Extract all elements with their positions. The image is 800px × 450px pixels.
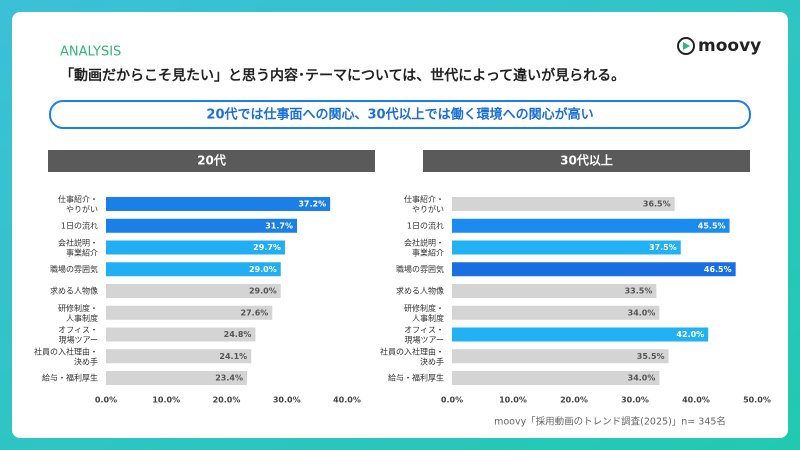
value-label: 23.4% [215, 374, 243, 383]
category-label: 給与・福利厚生 [42, 373, 98, 383]
category-label: オフィス・現場ツアー [58, 325, 98, 344]
category-label: 給与・福利厚生 [388, 373, 444, 383]
value-label: 29.0% [249, 287, 277, 296]
bar [452, 284, 657, 298]
x-tick-label: 20.0% [213, 396, 241, 405]
bar [452, 371, 660, 385]
category-label: 職場の雰囲気 [50, 264, 98, 274]
category-label: 社員の入社理由・決め手 [380, 346, 444, 366]
category-label: 仕事紹介・やりがい [58, 194, 98, 214]
callout: 20代では仕事面への関心、30代以上では働く環境への関心が高い [206, 107, 593, 123]
category-label: 求める人物像 [396, 286, 444, 296]
category-label: 求める人物像 [50, 286, 98, 296]
category-label: 1日の流れ [407, 220, 444, 230]
value-label: 29.7% [253, 243, 281, 252]
chart-title: 20代 [197, 153, 226, 168]
category-label: 研修制度・人事制度 [58, 302, 98, 322]
value-label: 31.7% [265, 221, 293, 230]
category-label: 職場の雰囲気 [396, 264, 444, 274]
source: moovy「採用動画のトレンド調査(2025)」n= 345名 [494, 416, 726, 428]
callout-box [49, 100, 751, 129]
value-label: 33.5% [625, 287, 653, 296]
value-label: 34.0% [628, 308, 656, 317]
x-tick-label: 10.0% [152, 396, 180, 405]
value-label: 42.0% [676, 330, 704, 339]
value-label: 37.5% [649, 243, 677, 252]
bar [106, 349, 252, 364]
bar [452, 327, 709, 342]
value-label: 29.0% [249, 265, 277, 274]
bar [452, 349, 669, 364]
category-label: 会社説明・事業紹介 [58, 237, 98, 257]
logo: moovy [677, 36, 761, 56]
x-tick-label: 10.0% [499, 396, 527, 405]
x-tick-label: 0.0% [95, 396, 117, 405]
x-tick-label: 50.0% [743, 396, 771, 405]
bar [452, 197, 675, 211]
bar [106, 240, 285, 255]
bar [452, 240, 681, 255]
section-tag: ANALYSIS [60, 45, 121, 60]
value-label: 45.5% [698, 221, 726, 230]
value-label: 24.8% [224, 330, 252, 339]
bar [106, 284, 281, 298]
bar [106, 371, 247, 385]
logo-play [683, 42, 690, 50]
category-label: 研修制度・人事制度 [404, 302, 444, 322]
bar [106, 327, 256, 342]
chart-header [423, 150, 750, 172]
x-tick-label: 40.0% [333, 396, 361, 405]
bar [106, 262, 281, 277]
x-tick-label: 30.0% [621, 396, 649, 405]
x-tick-label: 40.0% [682, 396, 710, 405]
x-tick-label: 0.0% [441, 396, 463, 405]
headline: 「動画だからこそ見たい」と思う内容･テーマについては、世代によって違いが見られる… [60, 67, 625, 84]
value-label: 36.5% [643, 200, 671, 209]
bar [452, 262, 736, 277]
chart-header [48, 150, 375, 172]
value-label: 35.5% [637, 352, 665, 361]
value-label: 24.1% [219, 352, 247, 361]
category-label: 仕事紹介・やりがい [404, 194, 444, 214]
x-tick-label: 20.0% [560, 396, 588, 405]
value-label: 34.0% [628, 374, 656, 383]
bar [106, 197, 331, 211]
logo-icon [677, 37, 695, 55]
value-label: 46.5% [704, 265, 732, 274]
bar [452, 218, 730, 233]
chart-title: 30代以上 [560, 153, 613, 168]
bar [106, 305, 273, 320]
category-label: 1日の流れ [61, 220, 98, 230]
value-label: 27.6% [241, 308, 269, 317]
category-label: 社員の入社理由・決め手 [34, 346, 98, 366]
bar [452, 305, 660, 320]
logo-text: moovy [698, 36, 761, 56]
category-label: 会社説明・事業紹介 [404, 237, 444, 257]
category-label: オフィス・現場ツアー [404, 325, 444, 344]
bar [106, 218, 297, 233]
value-label: 37.2% [298, 200, 326, 209]
x-tick-label: 30.0% [273, 396, 301, 405]
